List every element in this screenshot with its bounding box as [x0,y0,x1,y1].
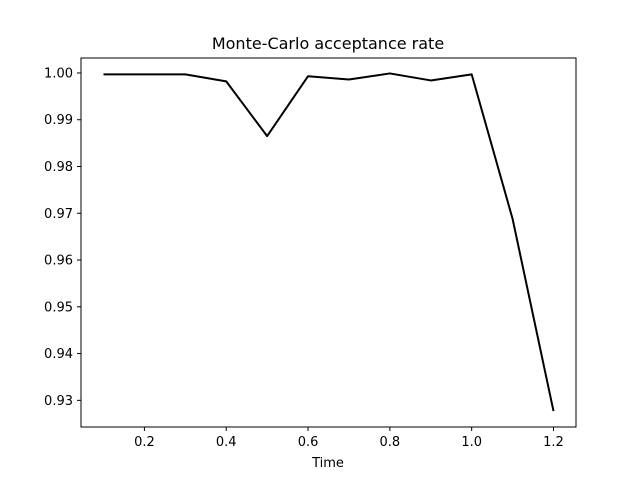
y-tick-label: 0.98 [44,160,73,175]
x-tick-label: 0.2 [134,435,155,450]
series-layer [103,72,555,412]
y-tick-label: 0.95 [44,300,73,315]
chart-title: Monte-Carlo acceptance rate [212,34,444,53]
x-tick-label: 1.2 [543,435,564,450]
y-tick-label: 0.99 [44,113,73,128]
y-tick-label: 0.96 [44,254,73,269]
x-tick-label: 0.4 [216,435,237,450]
y-tick-label: 0.97 [44,207,73,222]
y-tick-label: 1.00 [44,66,73,81]
y-tick-label: 0.94 [44,347,73,362]
x-tick-label: 1.0 [461,435,482,450]
plot-area-frame [80,57,577,428]
x-axis-label: Time [311,456,344,471]
y-axis: 0.93 0.94 0.95 0.96 0.97 0.98 0.99 1.00 [44,66,81,409]
y-tick-label: 0.93 [44,394,73,409]
x-tick-label: 0.8 [380,435,401,450]
x-tick-label: 0.6 [298,435,319,450]
series-line [103,72,555,412]
x-axis: 0.2 0.4 0.6 0.8 1.0 1.2 [134,427,564,450]
